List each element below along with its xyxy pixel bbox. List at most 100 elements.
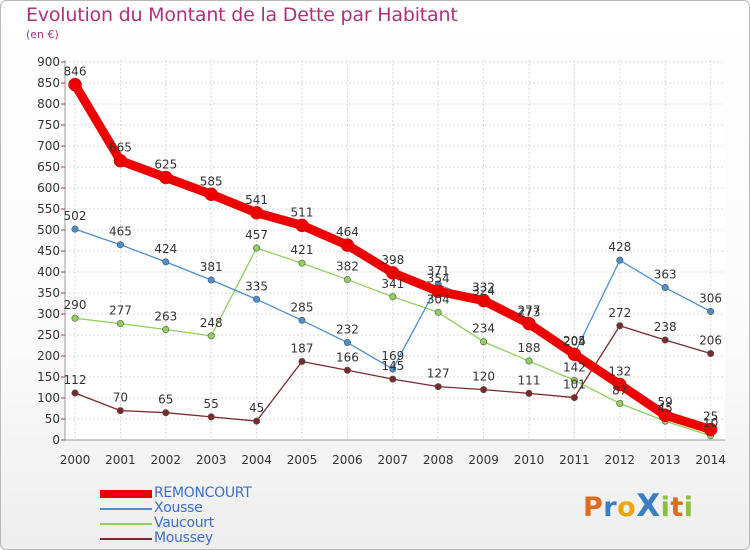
data-label-vaucourt: 188 [518,341,541,355]
logo-letter: P [583,492,604,523]
data-point-moussey [298,357,306,365]
data-point-xousse [71,225,79,233]
legend-item-xousse: Xousse [100,500,360,516]
data-point-moussey [570,394,578,402]
x-tick-label: 2008 [423,453,454,467]
x-tick-label: 2004 [241,453,272,467]
data-label-remoncourt: 59 [658,395,673,409]
data-point-moussey [707,349,715,357]
data-label-xousse: 306 [699,291,722,305]
legend-item-remoncourt: REMONCOURT [100,485,360,501]
y-tick-label: 450 [37,244,60,258]
data-point-remoncourt [703,422,718,437]
data-point-remoncourt [68,77,82,92]
data-point-moussey [480,386,488,394]
data-label-xousse: 502 [64,209,87,223]
chart-unit-label: (en €) [26,28,59,41]
legend-item-moussey: Moussey [100,530,360,546]
data-label-xousse: 465 [109,225,132,239]
data-label-remoncourt: 585 [200,174,223,188]
data-point-moussey [207,413,215,421]
data-point-remoncourt [340,238,355,252]
x-tick-label: 2001 [105,453,136,467]
y-tick-label: 550 [37,202,60,216]
data-label-moussey: 120 [472,370,495,384]
legend-swatch-vaucourt [100,523,152,525]
data-label-vaucourt: 341 [381,277,404,291]
logo-letter: X [636,488,661,524]
data-label-remoncourt: 132 [608,365,631,379]
data-label-moussey: 112 [64,373,87,387]
data-point-xousse [343,339,351,347]
data-point-vaucourt [343,276,351,284]
data-label-remoncourt: 204 [563,334,586,348]
x-tick-label: 2014 [695,453,726,467]
data-label-xousse: 371 [427,264,450,278]
data-label-moussey: 272 [608,306,631,320]
data-label-vaucourt: 382 [336,260,359,274]
data-label-vaucourt: 248 [200,316,223,330]
data-point-moussey [389,375,397,383]
data-label-xousse: 232 [336,323,359,337]
data-label-remoncourt: 354 [427,271,450,285]
data-label-moussey: 166 [336,350,359,364]
proxiti-logo: ProXiti [583,488,694,524]
data-point-moussey [434,383,442,391]
data-label-remoncourt: 511 [291,205,314,219]
data-label-moussey: 206 [699,333,722,347]
data-point-remoncourt [567,347,582,362]
x-tick-label: 2011 [559,453,590,467]
data-label-vaucourt: 304 [427,292,450,306]
y-tick-label: 150 [37,370,60,384]
data-point-xousse [661,284,669,292]
data-label-moussey: 65 [158,393,173,407]
data-label-moussey: 238 [654,320,677,334]
y-tick-label: 700 [37,139,60,153]
x-tick-label: 2013 [650,453,681,467]
chart-title: Evolution du Montant de la Dette par Hab… [26,4,458,26]
x-tick-label: 2006 [332,453,363,467]
data-point-vaucourt [525,357,533,365]
data-label-xousse: 285 [291,300,314,314]
data-point-vaucourt [207,332,215,340]
data-point-xousse [207,276,215,284]
logo-letter: i [660,492,671,523]
data-label-xousse: 324 [472,284,495,298]
data-label-remoncourt: 541 [245,193,268,207]
data-point-moussey [525,389,533,397]
data-point-remoncourt [249,206,264,220]
legend-swatch-remoncourt [100,490,152,498]
data-label-remoncourt: 277 [518,304,541,318]
data-label-vaucourt: 457 [245,228,268,242]
data-point-moussey [71,389,79,397]
y-tick-label: 850 [37,76,60,90]
y-tick-label: 350 [37,286,60,300]
legend-label-vaucourt: Vaucourt [154,515,214,531]
data-point-moussey [116,407,124,415]
data-label-remoncourt: 665 [109,141,132,155]
legend-swatch-moussey [100,538,152,540]
data-label-remoncourt: 464 [336,225,359,239]
data-label-moussey: 101 [563,378,586,392]
y-tick-label: 100 [37,391,60,405]
data-point-vaucourt [71,314,79,322]
data-label-vaucourt: 277 [109,304,132,318]
data-label-remoncourt: 625 [154,158,177,172]
x-tick-label: 2000 [60,453,91,467]
data-point-xousse [616,256,624,264]
data-label-vaucourt: 234 [472,322,495,336]
data-point-remoncourt [159,170,173,185]
data-point-remoncourt [386,266,400,280]
y-tick-label: 250 [37,328,60,342]
data-point-moussey [343,366,351,374]
data-point-vaucourt [298,259,306,267]
data-label-moussey: 127 [427,367,450,381]
data-label-moussey: 55 [204,397,219,411]
data-label-moussey: 45 [249,401,264,415]
data-label-vaucourt: 421 [291,243,314,257]
y-tick-label: 800 [37,97,60,111]
data-point-vaucourt [389,293,397,301]
y-tick-label: 50 [45,412,60,426]
x-tick-label: 2003 [196,453,227,467]
